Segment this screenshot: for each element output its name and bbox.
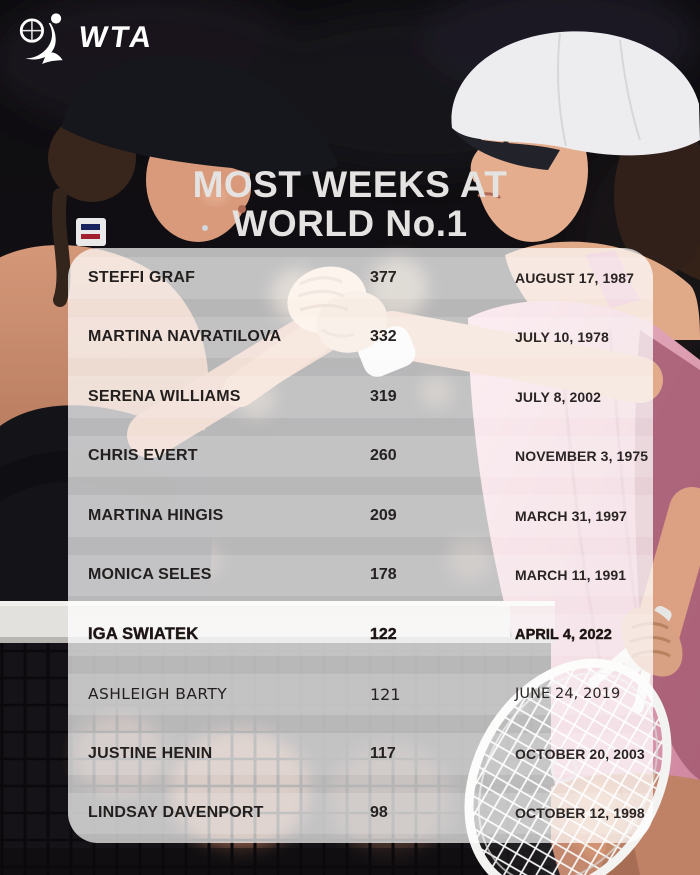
- date-reached: NOVEMBER 3, 1975: [515, 448, 649, 465]
- player-name: ASHLEIGH BARTY: [88, 685, 228, 704]
- page-title-line2: WORLD No.1: [232, 202, 468, 244]
- date-reached: JULY 10, 1978: [515, 329, 609, 346]
- wta-wordmark: WTA: [76, 21, 157, 54]
- page-title-line1: MOST WEEKS AT: [192, 164, 508, 205]
- cap-brim: [452, 128, 560, 170]
- weeks-count: 377: [370, 268, 397, 286]
- shirt-logo-tag: [76, 218, 106, 246]
- date-reached: OCTOBER 20, 2003: [515, 745, 645, 762]
- weeks-count: 98: [370, 804, 388, 822]
- player-name: STEFFI GRAF: [88, 268, 196, 286]
- weeks-count: 332: [370, 328, 397, 346]
- white-cap: [451, 31, 700, 156]
- wta-logo: WTA: [18, 10, 157, 66]
- player-name: IGA SWIATEK: [88, 625, 199, 644]
- table-row: MARTINA HINGIS 209 MARCH 31, 1997: [68, 486, 653, 546]
- dark-cap: [62, 55, 338, 177]
- table-row: ASHLEIGH BARTY 121 JUNE 24, 2019: [68, 664, 653, 724]
- weeks-count: 117: [370, 744, 396, 762]
- date-reached: JUNE 24, 2019: [515, 686, 621, 703]
- table-row: MARTINA NAVRATILOVA 332 JULY 10, 1978: [68, 307, 653, 367]
- table-row: JUSTINE HENIN 117 OCTOBER 20, 2003: [68, 724, 653, 784]
- table-row: MONICA SELES 178 MARCH 11, 1991: [68, 545, 653, 605]
- weeks-count: 178: [370, 566, 397, 584]
- date-reached: MARCH 31, 1997: [515, 507, 627, 524]
- table-row: SERENA WILLIAMS 319 JULY 8, 2002: [68, 367, 653, 427]
- table-row-current-leader: IGA SWIATEK 122 APRIL 4, 2022: [68, 605, 653, 665]
- date-reached: MARCH 11, 1991: [515, 567, 627, 584]
- player-name: CHRIS EVERT: [88, 447, 198, 465]
- date-reached: APRIL 4, 2022: [515, 626, 612, 643]
- player-name: MONICA SELES: [88, 566, 212, 584]
- player-name: MARTINA HINGIS: [88, 506, 224, 524]
- player-name: JUSTINE HENIN: [88, 744, 213, 762]
- weeks-count: 209: [370, 506, 397, 524]
- weeks-count: 260: [370, 447, 397, 465]
- weeks-count: 319: [370, 387, 397, 405]
- table-row: CHRIS EVERT 260 NOVEMBER 3, 1975: [68, 426, 653, 486]
- table-row: STEFFI GRAF 377 AUGUST 17, 1987: [68, 248, 653, 308]
- date-reached: OCTOBER 12, 1998: [515, 805, 645, 822]
- wta-player-icon: [19, 13, 63, 64]
- weeks-count: 122: [370, 625, 397, 643]
- page-title: MOST WEEKS AT WORLD No.1: [140, 164, 560, 244]
- date-reached: JULY 8, 2002: [515, 388, 602, 405]
- date-reached: AUGUST 17, 1987: [515, 269, 634, 286]
- player-name: SERENA WILLIAMS: [88, 387, 241, 405]
- weeks-count: 121: [370, 684, 401, 704]
- stats-panel: STEFFI GRAF 377 AUGUST 17, 1987 MARTINA …: [68, 248, 653, 843]
- player-name: LINDSAY DAVENPORT: [88, 804, 264, 822]
- table-row: LINDSAY DAVENPORT 98 OCTOBER 12, 1998: [68, 783, 653, 843]
- player-name: MARTINA NAVRATILOVA: [88, 328, 282, 346]
